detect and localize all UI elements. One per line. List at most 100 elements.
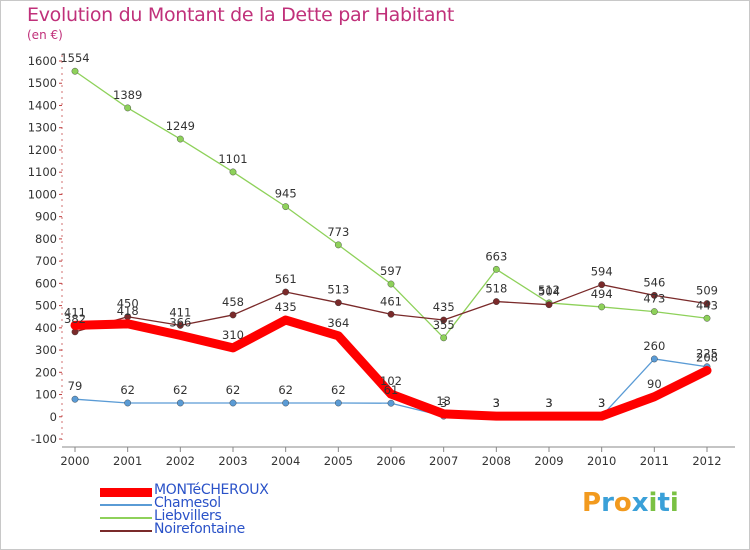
data-label: 458 xyxy=(222,295,244,309)
y-tick-label: 1100 xyxy=(28,165,57,179)
data-point xyxy=(229,168,237,176)
x-tick-label: 2012 xyxy=(692,454,721,468)
y-tick-label: 1300 xyxy=(28,121,57,135)
y-tick-label: 900 xyxy=(35,210,57,224)
data-point xyxy=(440,316,448,324)
x-tick-label: 2011 xyxy=(640,454,669,468)
data-point xyxy=(492,298,500,305)
y-tick-label: 1000 xyxy=(28,187,57,201)
logo-letter: o xyxy=(613,488,632,518)
legend-label: MONTéCHEROUX xyxy=(154,482,269,498)
data-point xyxy=(176,399,184,407)
data-label: 513 xyxy=(327,283,349,297)
data-label: 90 xyxy=(647,377,662,391)
data-label: 3 xyxy=(440,396,447,410)
unit-label: (en €) xyxy=(27,28,63,42)
data-point xyxy=(281,316,290,325)
x-tick-label: 2000 xyxy=(60,454,89,468)
data-label: 411 xyxy=(169,305,191,319)
legend-swatch xyxy=(100,504,152,506)
data-label: 62 xyxy=(331,383,346,397)
chart-title: Evolution du Montant de la Dette par Hab… xyxy=(27,4,455,26)
x-tick-label: 2010 xyxy=(587,454,616,468)
data-point xyxy=(440,334,448,342)
data-point xyxy=(282,203,290,211)
data-point xyxy=(387,390,395,399)
data-point xyxy=(387,399,395,407)
data-point xyxy=(650,392,659,401)
data-label: 450 xyxy=(117,297,139,311)
legend-label: Liebvillers xyxy=(154,508,222,524)
data-label: 208 xyxy=(696,351,718,365)
legend-item: Noirefontaine xyxy=(100,521,350,537)
data-point xyxy=(650,308,658,315)
legend-label: Noirefontaine xyxy=(154,521,245,537)
y-tick-label: 1500 xyxy=(28,76,57,90)
legend-item: MONTéCHEROUX xyxy=(100,482,350,498)
data-label: 62 xyxy=(278,383,293,397)
data-label: 494 xyxy=(591,287,613,301)
data-label: 1101 xyxy=(218,152,247,166)
legend-swatch xyxy=(100,517,152,519)
data-point xyxy=(703,366,711,375)
x-tick-label: 2007 xyxy=(429,454,458,468)
x-tick-label: 2009 xyxy=(534,454,563,468)
data-label: 509 xyxy=(696,284,718,298)
data-point xyxy=(598,281,606,289)
data-label: 3 xyxy=(493,396,500,410)
data-label: 3 xyxy=(598,396,605,410)
data-label: 546 xyxy=(643,275,665,289)
x-tick-label: 2004 xyxy=(271,454,300,468)
data-point xyxy=(597,412,606,421)
data-point xyxy=(387,280,395,288)
data-point xyxy=(492,265,500,273)
legend-item: Liebvillers xyxy=(100,508,350,524)
x-tick-label: 2008 xyxy=(482,454,511,468)
data-label: 13 xyxy=(436,394,451,408)
y-tick-label: 700 xyxy=(35,254,57,268)
legend-swatch xyxy=(100,488,152,497)
data-point xyxy=(229,399,237,407)
data-point xyxy=(703,314,711,322)
data-label: 225 xyxy=(696,347,718,361)
logo-letter: x xyxy=(631,488,649,518)
y-tick-label: 100 xyxy=(35,388,57,402)
x-tick-label: 2005 xyxy=(324,454,353,468)
data-label: 663 xyxy=(485,249,507,263)
data-point xyxy=(334,331,343,340)
data-point xyxy=(334,399,342,407)
legend-swatch xyxy=(100,530,152,532)
data-label: 561 xyxy=(275,272,297,286)
data-label: 1389 xyxy=(113,88,142,102)
y-tick-label: 500 xyxy=(35,299,57,313)
data-point xyxy=(703,300,711,307)
y-tick-label: 0 xyxy=(50,410,57,424)
data-label: 382 xyxy=(64,312,86,326)
data-point xyxy=(124,104,132,112)
data-label: 260 xyxy=(643,339,665,353)
data-label: 355 xyxy=(433,318,455,332)
logo-letter: i xyxy=(669,488,679,518)
y-tick-label: 1400 xyxy=(28,98,57,112)
data-point xyxy=(282,399,290,407)
data-label: 79 xyxy=(68,379,83,393)
data-point xyxy=(282,288,290,296)
data-label: 473 xyxy=(643,292,665,306)
data-point xyxy=(71,67,79,75)
legend-item: Chamesol xyxy=(100,495,350,511)
proxiti-logo: Proxiti xyxy=(582,488,679,518)
legend-label: Chamesol xyxy=(154,495,221,511)
y-tick-label: 400 xyxy=(35,321,57,335)
x-tick-label: 2003 xyxy=(218,454,247,468)
y-tick-label: -100 xyxy=(31,432,57,446)
data-point xyxy=(650,355,658,363)
data-label: 62 xyxy=(120,383,135,397)
data-label: 3 xyxy=(545,396,552,410)
data-label: 597 xyxy=(380,264,402,278)
data-label: 62 xyxy=(173,383,188,397)
data-label: 61 xyxy=(384,383,399,397)
data-point xyxy=(71,395,79,403)
data-point xyxy=(492,412,501,421)
y-tick-label: 1200 xyxy=(28,143,57,157)
data-label: 310 xyxy=(222,328,244,342)
